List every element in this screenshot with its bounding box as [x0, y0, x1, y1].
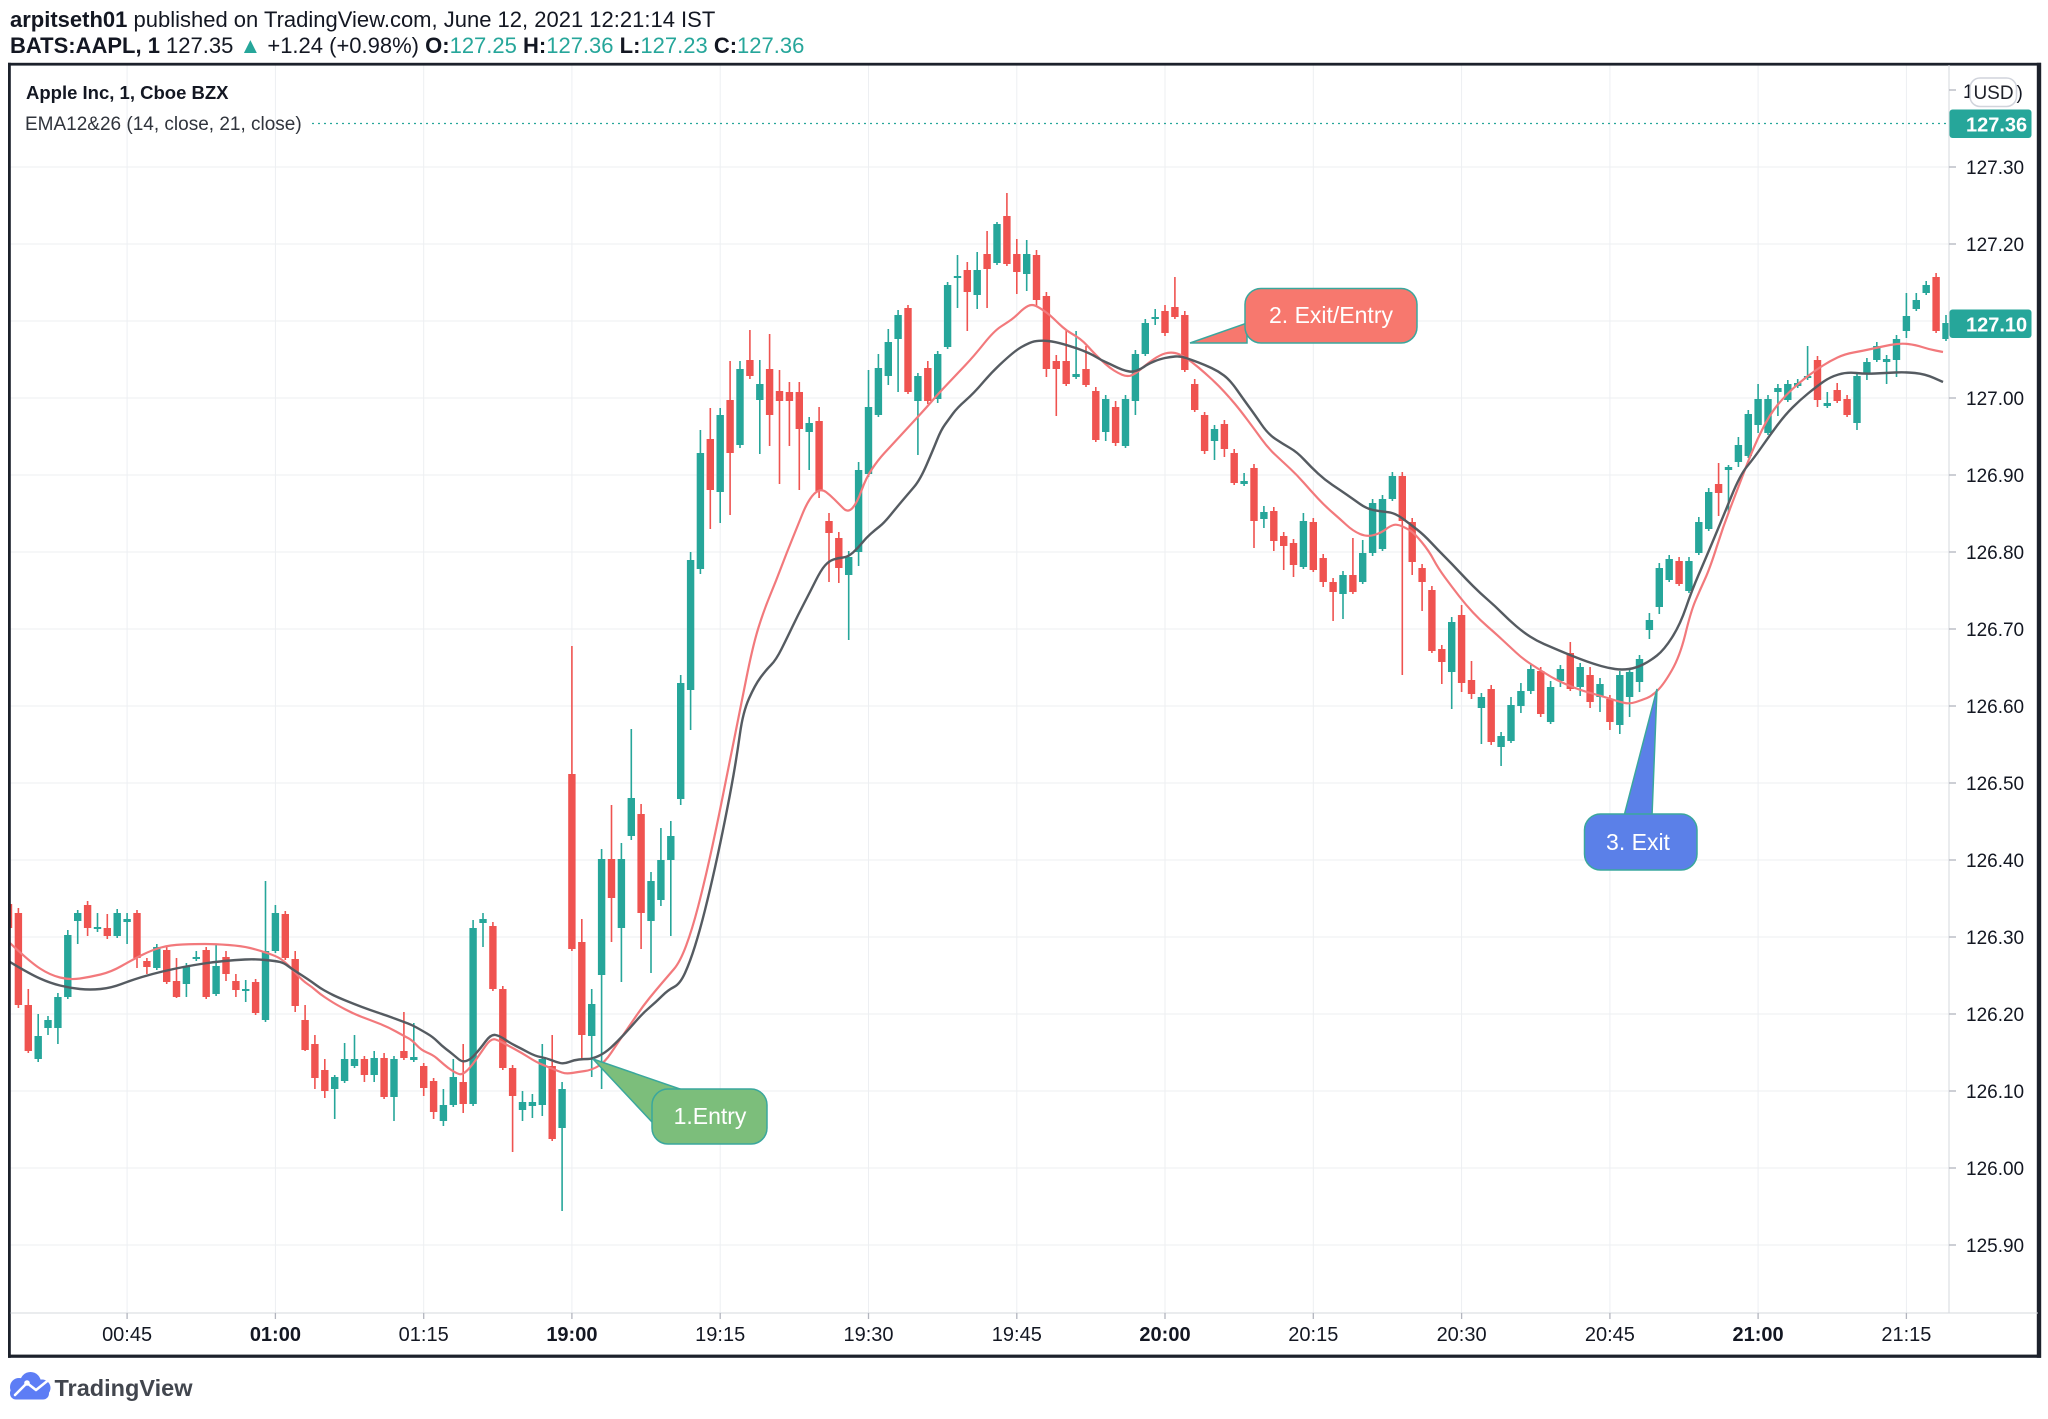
- svg-text:BATS:AAPL, 1 127.35 ▲ +1.24 (: BATS:AAPL, 1 127.35 ▲ +1.24 (+0.98%) O:1…: [10, 33, 804, 58]
- svg-text:19:15: 19:15: [695, 1324, 745, 1346]
- svg-text:126.40: 126.40: [1966, 851, 2024, 872]
- svg-text:): ): [2017, 83, 2023, 104]
- svg-text:01:15: 01:15: [399, 1324, 449, 1346]
- svg-text:126.60: 126.60: [1966, 697, 2024, 718]
- svg-text:20:30: 20:30: [1437, 1324, 1487, 1346]
- svg-text:126.30: 126.30: [1966, 928, 2024, 949]
- svg-text:1.Entry: 1.Entry: [674, 1103, 747, 1129]
- svg-text:20:15: 20:15: [1288, 1324, 1338, 1346]
- svg-text:Apple Inc, 1, Cboe BZX: Apple Inc, 1, Cboe BZX: [26, 82, 229, 103]
- svg-text:EMA12&26 (14, close, 21, close: EMA12&26 (14, close, 21, close): [25, 114, 302, 135]
- svg-text:21:00: 21:00: [1733, 1324, 1784, 1346]
- svg-text:127.20: 127.20: [1966, 235, 2024, 256]
- svg-text:00:45: 00:45: [102, 1324, 152, 1346]
- svg-text:19:00: 19:00: [546, 1324, 597, 1346]
- svg-text:126.20: 126.20: [1966, 1005, 2024, 1026]
- svg-text:19:45: 19:45: [992, 1324, 1042, 1346]
- svg-text:127.10: 127.10: [1966, 315, 2027, 337]
- svg-text:126.70: 126.70: [1966, 620, 2024, 641]
- svg-text:3. Exit: 3. Exit: [1606, 829, 1671, 855]
- svg-text:127.36: 127.36: [1966, 115, 2027, 137]
- svg-text:arpitseth01 published on Tradi: arpitseth01 published on TradingView.com…: [10, 7, 715, 32]
- svg-text:127.30: 127.30: [1966, 158, 2024, 179]
- svg-text:1: 1: [1963, 82, 1974, 103]
- svg-text:126.80: 126.80: [1966, 543, 2024, 564]
- svg-text:125.90: 125.90: [1966, 1236, 2024, 1257]
- svg-text:01:00: 01:00: [250, 1324, 301, 1346]
- svg-text:126.00: 126.00: [1966, 1159, 2024, 1180]
- svg-text:126.10: 126.10: [1966, 1082, 2024, 1103]
- svg-text:126.90: 126.90: [1966, 466, 2024, 487]
- svg-text:126.50: 126.50: [1966, 774, 2024, 795]
- svg-text:19:30: 19:30: [843, 1324, 893, 1346]
- svg-text:USD: USD: [1973, 83, 2013, 104]
- svg-text:TradingView: TradingView: [55, 1375, 194, 1401]
- svg-text:127.00: 127.00: [1966, 389, 2024, 410]
- svg-text:20:00: 20:00: [1139, 1324, 1190, 1346]
- svg-text:20:45: 20:45: [1585, 1324, 1635, 1346]
- svg-text:21:15: 21:15: [1881, 1324, 1931, 1346]
- svg-text:2. Exit/Entry: 2. Exit/Entry: [1269, 302, 1393, 328]
